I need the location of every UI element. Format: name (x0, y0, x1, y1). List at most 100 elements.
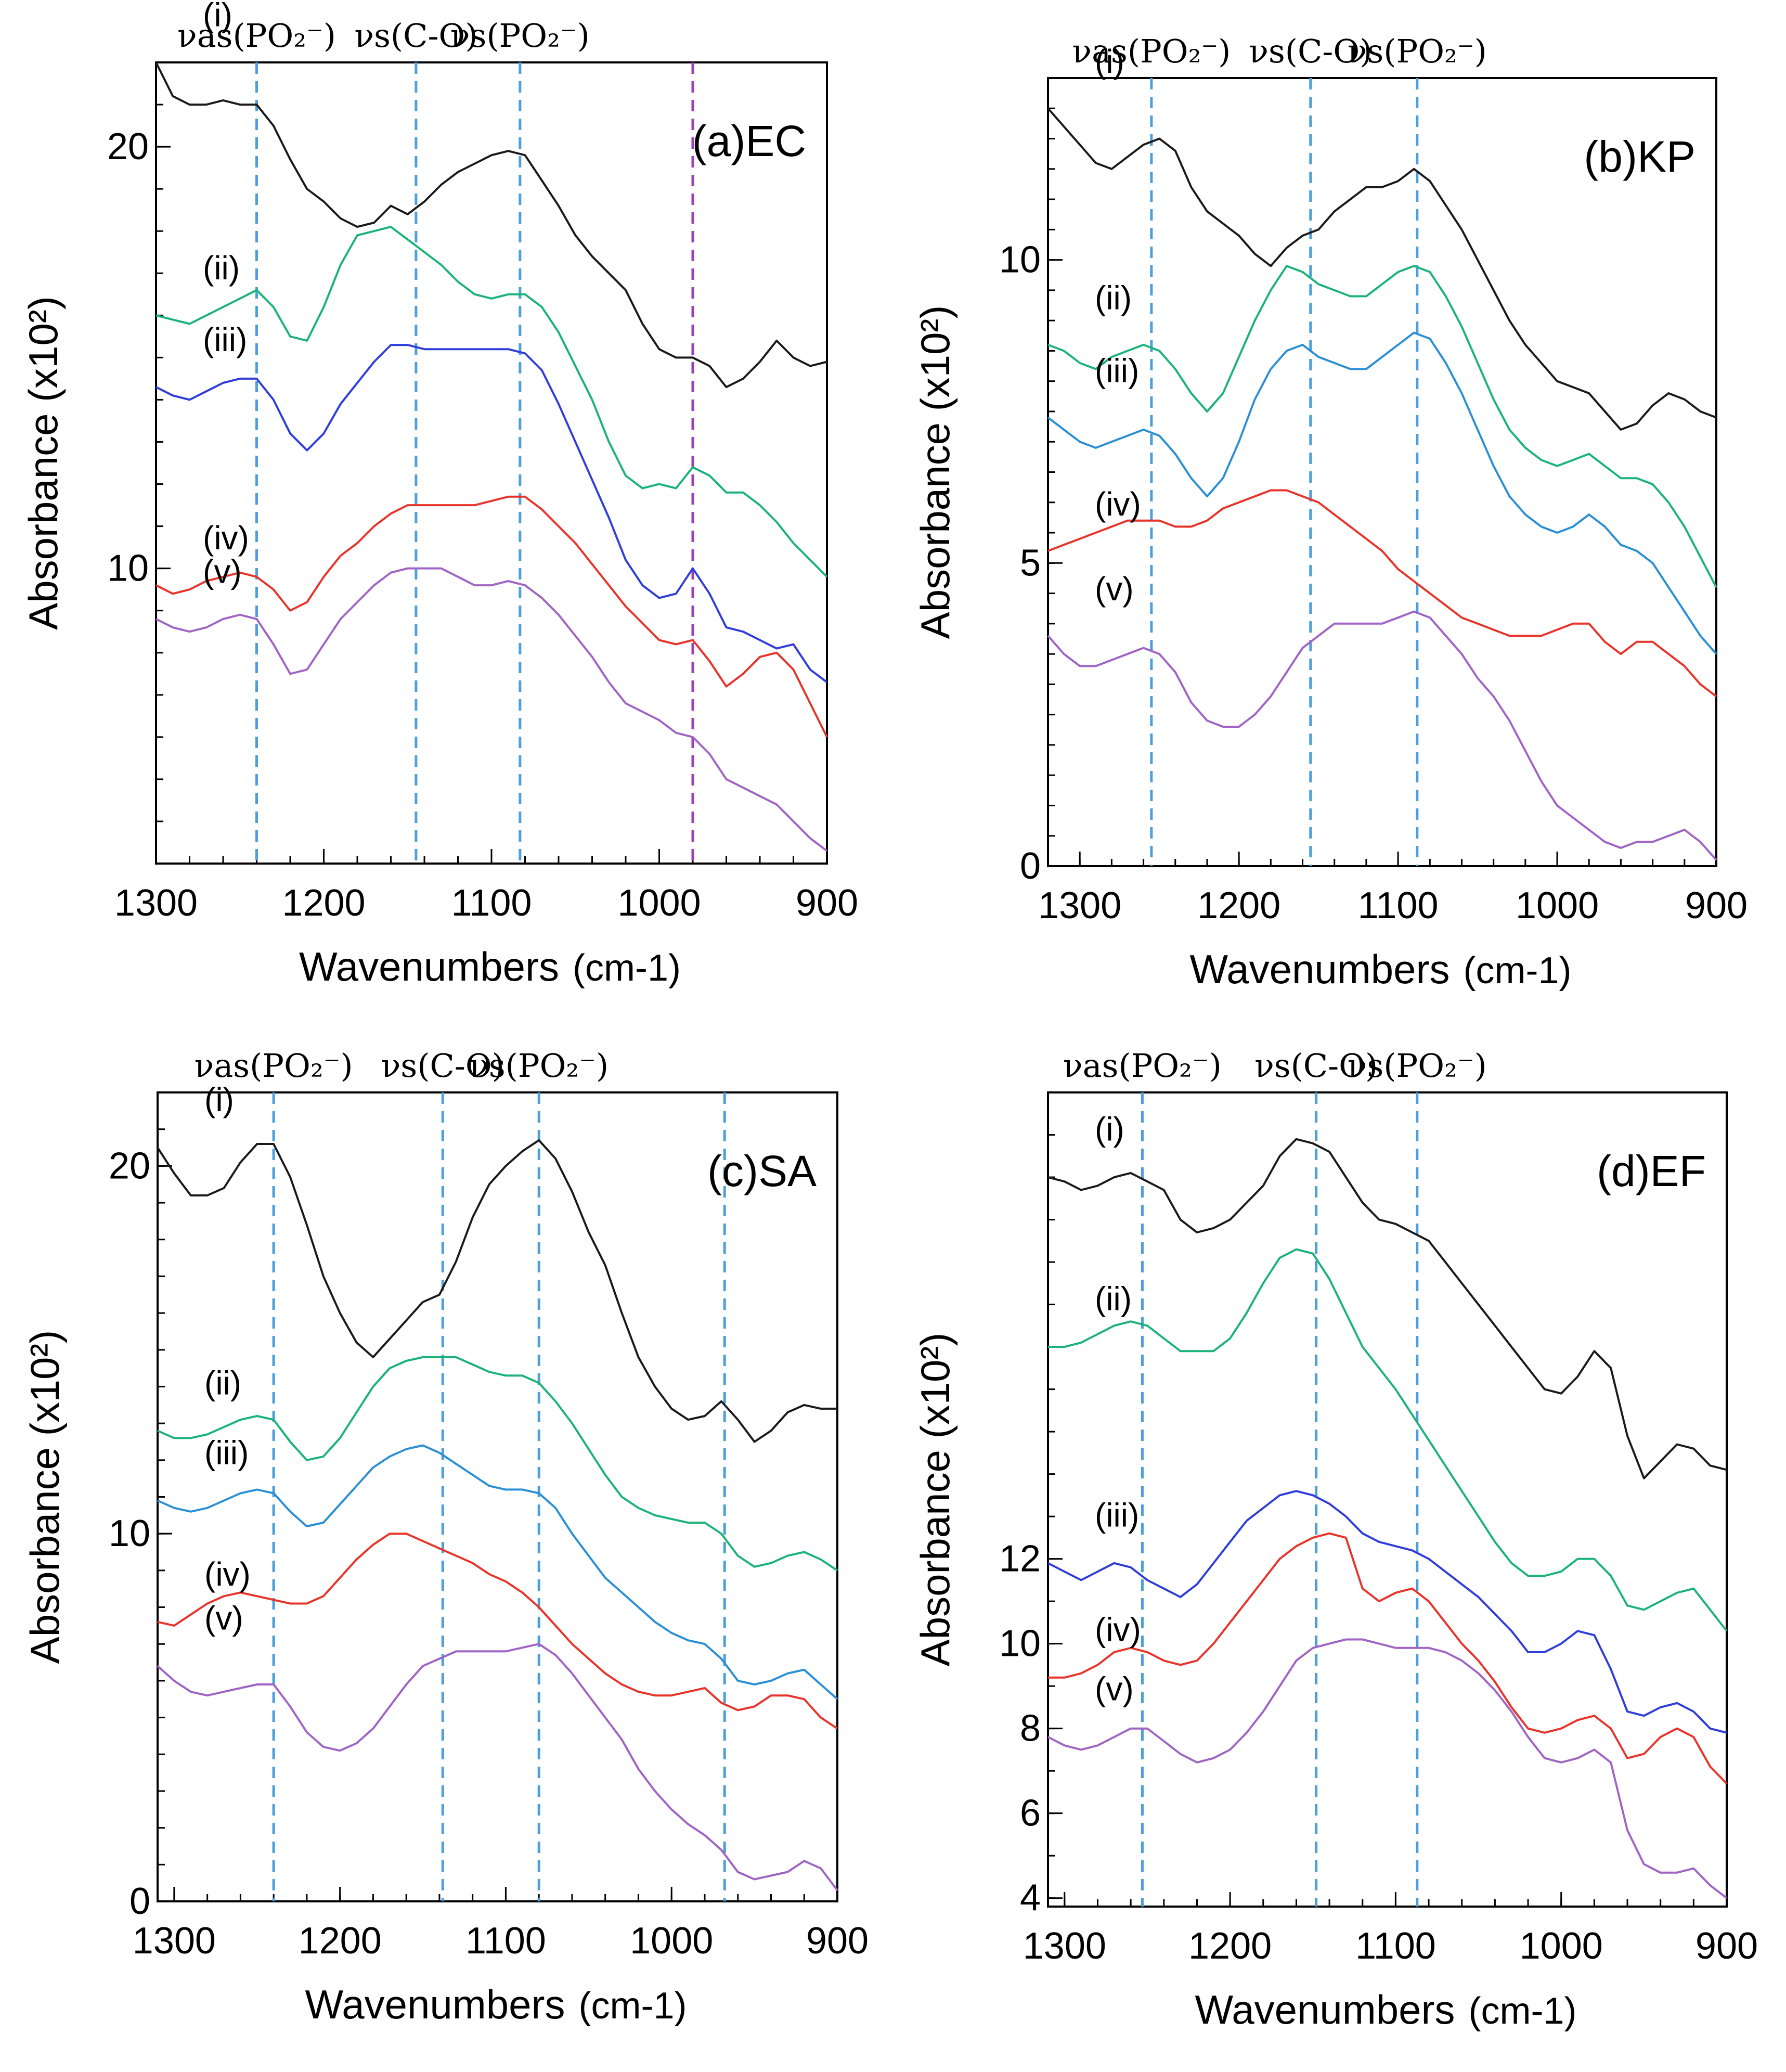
y-tick-label: 8 (1020, 1708, 1041, 1749)
panel-label: (c)SA (707, 1147, 817, 1195)
x-tick-label: 1100 (1355, 1925, 1436, 1967)
panel-d-ef: 4 6 8 10 12 1300 1200 1100 1000 900 νas(PO₂⁻) νs(C-… (912, 1047, 1758, 2032)
x-tick-label: 1200 (282, 882, 365, 924)
series-label: (iv) (1095, 1611, 1141, 1648)
peak-label: νas(PO₂⁻) (1072, 32, 1231, 70)
series-label: (v) (203, 553, 242, 590)
series-line (1047, 1138, 1727, 1479)
peak-label: νs(C-O) (1254, 1047, 1378, 1085)
series-label: (v) (1095, 570, 1134, 608)
y-axis-title: Absorbance (x10²) (22, 1330, 68, 1664)
series-line (1047, 1638, 1728, 1899)
x-tick-label: 900 (1696, 1925, 1758, 1967)
series-line (1047, 1490, 1727, 1734)
panel-a-ec: 10 20 1300 1200 1100 1000 900 νas(PO₂⁻) νs(C-O)ν… (20, 0, 858, 989)
x-axis-title: Wavenumbers (1190, 946, 1450, 992)
x-axis-title: Wavenumbers (305, 1981, 565, 2027)
x-axis-unit: (cm-1) (1464, 950, 1572, 992)
x-axis-title: Wavenumbers (299, 944, 559, 989)
series-label: (ii) (204, 1364, 241, 1401)
x-tick-label: 1100 (451, 882, 532, 924)
x-axis-unit: (cm-1) (1469, 1990, 1577, 2032)
x-tick-label: 1000 (1516, 885, 1599, 926)
y-tick-label: 10 (999, 1623, 1041, 1665)
series-line (157, 1533, 838, 1730)
y-tick-label: 0 (130, 1881, 150, 1922)
x-tick-label: 1300 (133, 1920, 216, 1962)
series-label: (v) (1095, 1670, 1134, 1708)
x-tick-label: 1000 (630, 1920, 713, 1962)
y-tick-label: 0 (1020, 845, 1041, 887)
series-label: (ii) (1095, 279, 1132, 317)
series-label: (i) (1095, 1111, 1124, 1148)
x-tick-label: 1200 (299, 1920, 382, 1962)
y-tick-label: 10 (107, 548, 149, 589)
series-label: (i) (204, 1081, 234, 1118)
y-tick-label: 4 (1020, 1877, 1041, 1919)
series-line (1048, 1248, 1728, 1632)
y-tick-label: 6 (1020, 1793, 1041, 1834)
series-label: (ii) (1095, 1280, 1132, 1318)
series-line (1047, 489, 1717, 698)
x-axis-unit: (cm-1) (573, 947, 681, 989)
y-tick-label: 20 (109, 1145, 150, 1187)
series-label: (i) (203, 0, 232, 34)
series-line (1047, 331, 1717, 655)
series-label: (iii) (204, 1434, 249, 1472)
x-tick-label: 900 (796, 882, 858, 924)
y-tick-label: 5 (1020, 542, 1041, 584)
plot-frame (157, 1091, 838, 1902)
series-line (155, 62, 827, 389)
y-axis-title: Absorbance (x10²) (912, 305, 958, 639)
series-label: (iv) (1095, 485, 1141, 523)
x-tick-label: 1100 (1358, 885, 1439, 926)
series-label: (iii) (203, 321, 247, 358)
series-line (1047, 610, 1717, 861)
series-line (157, 1444, 838, 1700)
series-label: (i) (1095, 43, 1124, 80)
panel-c-sa: 0 10 20 1300 1200 1100 1000 900 νas(PO₂⁻) νs(C-O)… (22, 1047, 869, 2027)
y-tick-label: 10 (109, 1513, 150, 1554)
x-tick-label: 1100 (465, 1920, 546, 1962)
series-line (1047, 265, 1717, 588)
peak-label: νas(PO₂⁻) (1063, 1047, 1222, 1085)
series-line (156, 567, 828, 852)
x-axis-unit: (cm-1) (579, 1985, 687, 2027)
y-axis-title: Absorbance (x10²) (20, 296, 66, 630)
peak-label: νas(PO₂⁻) (177, 17, 336, 55)
series-line (157, 1643, 838, 1891)
x-tick-label: 1300 (1038, 885, 1121, 926)
series-label: (iv) (203, 519, 249, 557)
series-label: (v) (204, 1600, 243, 1637)
series-label: (ii) (203, 249, 240, 287)
y-tick-label: 20 (107, 126, 149, 168)
panel-b-kp: 0 5 10 1300 1200 1100 1000 900 νas(PO₂⁻) νs(C-O)ν… (912, 32, 1748, 992)
y-axis-title: Absorbance (x10²) (912, 1333, 958, 1667)
peak-label: νs(C-O) (381, 1047, 504, 1085)
peak-label: νs(C-O) (354, 17, 477, 55)
peak-label: νs(PO₂⁻) (450, 17, 590, 55)
series-line (1048, 1532, 1728, 1784)
x-tick-label: 1000 (617, 882, 701, 924)
series-line (156, 495, 828, 738)
peak-label: νs(C-O) (1249, 32, 1372, 70)
series-line (1047, 107, 1717, 431)
x-tick-label: 1200 (1197, 885, 1280, 926)
series-label: (iii) (1095, 1496, 1139, 1534)
peak-label: νs(PO₂⁻) (469, 1047, 609, 1085)
series-line (156, 344, 828, 684)
panel-label: (a)EC (692, 117, 806, 165)
panel-label: (b)KP (1584, 132, 1696, 181)
peak-label: νs(PO₂⁻) (1348, 1047, 1487, 1085)
x-axis-title: Wavenumbers (1195, 1987, 1455, 2032)
y-tick-label: 12 (999, 1538, 1041, 1580)
series-label: (iii) (1095, 352, 1139, 389)
plot-frame (1047, 77, 1717, 867)
x-tick-label: 1200 (1188, 1925, 1272, 1967)
x-tick-label: 1000 (1520, 1925, 1603, 1967)
series-line (156, 226, 828, 578)
peak-label: νas(PO₂⁻) (195, 1047, 353, 1085)
x-tick-label: 900 (806, 1920, 869, 1962)
x-tick-label: 1300 (1023, 1925, 1106, 1967)
